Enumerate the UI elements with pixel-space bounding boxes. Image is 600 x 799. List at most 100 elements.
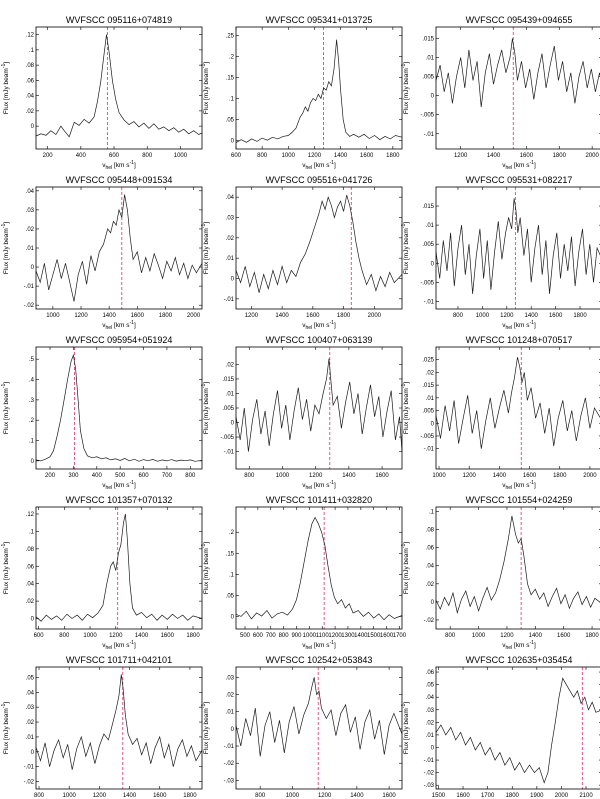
- y-axis-label: Flux [mJy beam-1]: [401, 702, 410, 754]
- y-tick-label: .01: [26, 246, 35, 252]
- spectrum-line: [35, 194, 203, 302]
- y-tick-label: .1: [29, 439, 35, 445]
- y-axis-label: Flux [mJy beam-1]: [1, 382, 10, 434]
- x-tick-label: 400: [92, 473, 103, 479]
- y-tick-label: .005: [222, 406, 234, 412]
- y-axis-label: Flux [mJy beam-1]: [1, 222, 10, 274]
- y-tick-label: -.005: [220, 435, 234, 441]
- x-tick-label: 1600: [523, 473, 537, 479]
- spectrum-panel-4: WVFSCC 095448+091534 1000 1200 1400 1600 1800…: [1, 175, 203, 331]
- panel-title: WVFSCC 095448+091534: [66, 175, 173, 185]
- spectrum-panel-14: WVFSCC 102542+053843 800 1000 1200 1400 1600 -…: [201, 655, 403, 799]
- x-tick-label: 1200: [454, 153, 468, 159]
- y-axis-label: Flux [mJy beam-1]: [201, 702, 210, 754]
- x-tick-label: 1800: [183, 793, 197, 799]
- y-tick-label: .4: [29, 378, 35, 384]
- x-tick-label: 500: [240, 633, 251, 639]
- x-tick-label: 200: [45, 473, 56, 479]
- x-tick-label: 1200: [74, 313, 88, 319]
- y-tick-label: -.02: [24, 780, 35, 786]
- y-tick-label: .015: [422, 36, 434, 42]
- panel-title: WVFSCC 101554+024259: [466, 495, 573, 505]
- x-tick-label: 1600: [161, 633, 175, 639]
- x-tick-label: 1600: [360, 153, 374, 159]
- x-tick-label: 1400: [525, 313, 539, 319]
- y-tick-label: .03: [26, 705, 35, 711]
- panel-title: WVFSCC 102635+035454: [466, 655, 573, 665]
- y-tick-label: -.01: [424, 758, 435, 764]
- y-tick-label: 0: [231, 614, 235, 620]
- x-tick-label: 1800: [506, 793, 520, 799]
- y-axis-label: Flux [mJy beam-1]: [401, 382, 410, 434]
- y-axis-label: Flux [mJy beam-1]: [401, 222, 410, 274]
- y-tick-label: .02: [26, 720, 35, 726]
- x-tick-label: 1600: [153, 793, 167, 799]
- y-tick-label: .06: [26, 78, 35, 84]
- x-tick-label: 1800: [186, 633, 200, 639]
- x-tick-label: 2000: [187, 313, 201, 319]
- x-tick-label: 1600: [382, 793, 396, 799]
- x-tick-label: 1300: [341, 633, 355, 639]
- panel-title: WVFSCC 095954+051924: [66, 335, 173, 345]
- x-tick-label: 1200: [500, 313, 514, 319]
- x-axis-label: vhel [km s-1]: [502, 320, 536, 331]
- spectrum-panel-1: WVFSCC 095116+074819 200 400 600 800 1000 0 .02…: [1, 15, 203, 171]
- y-tick-label: .04: [226, 195, 235, 201]
- x-tick-label: 800: [445, 633, 456, 639]
- x-tick-label: 1000: [276, 473, 290, 479]
- x-tick-label: 1800: [585, 633, 599, 639]
- x-tick-label: 2000: [583, 473, 597, 479]
- spectrum-panel-12: WVFSCC 101554+024259 800 1000 1200 1400 1600 1…: [401, 495, 600, 651]
- x-tick-label: 1400: [493, 473, 507, 479]
- y-tick-label: -.01: [24, 284, 35, 290]
- y-axis-label: Flux [mJy beam-1]: [1, 702, 10, 754]
- axes-frame: [235, 186, 403, 310]
- spectrum-line: [35, 353, 203, 462]
- y-tick-label: 0: [231, 727, 235, 733]
- x-tick-label: 1200: [463, 473, 477, 479]
- y-tick-label: .1: [429, 510, 435, 516]
- x-axis-label: vhel [km s-1]: [502, 640, 536, 651]
- x-tick-label: 800: [59, 633, 70, 639]
- panel-title: WVFSCC 101357+070132: [66, 495, 173, 505]
- y-tick-label: 0: [31, 459, 35, 465]
- x-tick-label: 1000: [303, 633, 317, 639]
- x-tick-label: 500: [115, 473, 126, 479]
- y-tick-label: .15: [226, 75, 235, 81]
- x-axis-label: vhel [km s-1]: [502, 160, 536, 171]
- y-tick-label: -.02: [424, 771, 435, 777]
- x-tick-label: 1400: [487, 153, 501, 159]
- x-axis-label: vhel [km s-1]: [302, 160, 336, 171]
- x-tick-label: 1600: [456, 793, 470, 799]
- panel-title: WVFSCC 102542+053843: [266, 655, 373, 665]
- spectrum-line: [435, 515, 600, 615]
- y-tick-label: .25: [226, 33, 235, 39]
- y-tick-label: 0: [31, 124, 35, 130]
- y-tick-label: .12: [26, 512, 35, 518]
- y-tick-label: .03: [226, 675, 235, 681]
- y-tick-label: 0: [431, 94, 435, 100]
- axes-frame: [35, 666, 203, 790]
- y-axis-label: Flux [mJy beam-1]: [401, 62, 410, 114]
- x-tick-label: 1800: [573, 313, 587, 319]
- panel-title: WVFSCC 101248+070517: [466, 335, 573, 345]
- y-tick-label: .08: [426, 528, 435, 534]
- panel-title: WVFSCC 101711+042101: [66, 655, 172, 665]
- y-tick-label: .01: [26, 735, 35, 741]
- spectrum-line: [35, 34, 203, 138]
- spectrum-panel-8: WVFSCC 100407+063139 800 1000 1200 1400 1600 -…: [201, 335, 403, 491]
- y-axis-label: Flux [mJy beam-1]: [201, 542, 210, 594]
- x-tick-label: 800: [257, 153, 268, 159]
- x-axis-label: vhel [km s-1]: [302, 320, 336, 331]
- y-tick-label: .02: [226, 236, 235, 242]
- y-tick-label: .04: [426, 695, 435, 701]
- y-tick-label: .1: [229, 97, 235, 103]
- spectrum-line: [35, 674, 203, 770]
- x-tick-label: 400: [76, 153, 87, 159]
- y-tick-label: .2: [29, 418, 35, 424]
- y-tick-label: .005: [422, 242, 434, 248]
- x-tick-label: 1400: [102, 313, 116, 319]
- y-tick-label: .06: [26, 564, 35, 570]
- x-tick-label: 800: [185, 473, 196, 479]
- y-tick-label: 0: [31, 617, 35, 623]
